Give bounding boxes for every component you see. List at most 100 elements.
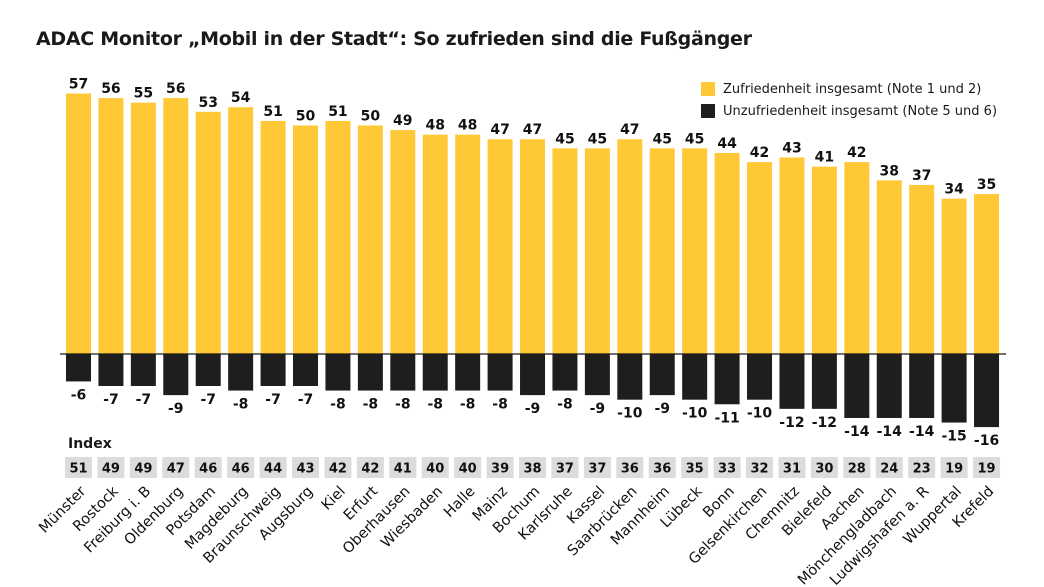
bar-dissatisfaction <box>941 354 967 423</box>
bar-dissatisfaction <box>487 354 513 391</box>
bar-dissatisfaction <box>357 354 383 391</box>
value-label-dissatisfaction: -10 <box>682 406 708 422</box>
index-value: 42 <box>361 462 379 477</box>
bar-satisfaction <box>66 93 91 354</box>
bar-satisfaction <box>390 130 416 354</box>
value-label-dissatisfaction: -8 <box>363 397 379 413</box>
bar-satisfaction <box>552 148 578 354</box>
bar-dissatisfaction <box>98 354 124 386</box>
bar-satisfaction <box>422 134 448 354</box>
value-label-dissatisfaction: -6 <box>71 387 87 403</box>
index-box <box>292 457 320 478</box>
value-label-satisfaction: 42 <box>750 145 769 161</box>
value-label-dissatisfaction: -8 <box>330 397 346 413</box>
index-value: 36 <box>653 462 671 477</box>
bar-dissatisfaction <box>844 354 870 418</box>
bar-satisfaction <box>584 148 610 354</box>
bar-satisfaction <box>714 152 740 354</box>
value-label-dissatisfaction: -8 <box>427 397 443 413</box>
index-value: 51 <box>69 462 87 477</box>
bar-satisfaction <box>357 125 383 354</box>
bar-dissatisfaction <box>163 354 189 396</box>
index-value: 19 <box>977 462 995 477</box>
bar-dissatisfaction <box>682 354 708 400</box>
bar-dissatisfaction <box>876 354 902 418</box>
index-value: 40 <box>459 462 477 477</box>
index-box <box>713 457 741 478</box>
index-value: 40 <box>426 462 444 477</box>
bar-dissatisfaction <box>228 354 254 391</box>
index-value: 41 <box>394 462 412 477</box>
value-label-satisfaction: 47 <box>620 122 639 138</box>
bar-satisfaction <box>747 162 773 354</box>
bar-satisfaction <box>682 148 708 354</box>
bar-satisfaction <box>520 139 546 354</box>
index-box <box>519 457 547 478</box>
bar-satisfaction <box>130 102 156 355</box>
index-box <box>940 457 968 478</box>
bar-dissatisfaction <box>422 354 448 391</box>
bar-dissatisfaction <box>747 354 773 400</box>
index-box <box>583 457 611 478</box>
bar-dissatisfaction <box>779 354 805 409</box>
bar-dissatisfaction <box>649 354 675 396</box>
index-box <box>681 457 709 478</box>
index-box <box>875 457 903 478</box>
bar-dissatisfaction <box>260 354 286 386</box>
index-box <box>259 457 287 478</box>
index-value: 38 <box>523 462 541 477</box>
value-label-dissatisfaction: -7 <box>200 392 216 408</box>
value-label-satisfaction: 38 <box>880 163 899 179</box>
index-value: 49 <box>134 462 152 477</box>
index-box <box>97 457 125 478</box>
bar-dissatisfaction <box>390 354 416 391</box>
value-label-dissatisfaction: -8 <box>460 397 476 413</box>
index-box <box>162 457 190 478</box>
value-label-dissatisfaction: -8 <box>233 397 249 413</box>
value-label-satisfaction: 49 <box>393 113 412 129</box>
value-label-satisfaction: 45 <box>555 131 574 147</box>
bar-satisfaction <box>163 98 189 354</box>
value-label-satisfaction: 45 <box>685 131 704 147</box>
value-label-satisfaction: 47 <box>523 122 542 138</box>
legend-swatch-satisfaction <box>701 82 715 96</box>
value-label-dissatisfaction: -14 <box>844 424 870 440</box>
index-box <box>324 457 352 478</box>
value-label-dissatisfaction: -14 <box>909 424 935 440</box>
index-value: 46 <box>199 462 217 477</box>
bar-dissatisfaction <box>195 354 221 386</box>
bar-dissatisfaction <box>455 354 481 391</box>
index-box <box>843 457 871 478</box>
bar-dissatisfaction <box>552 354 578 391</box>
value-label-satisfaction: 51 <box>328 104 347 120</box>
value-label-dissatisfaction: -12 <box>779 415 804 431</box>
value-label-dissatisfaction: -8 <box>395 397 411 413</box>
value-label-dissatisfaction: -7 <box>265 392 281 408</box>
value-label-dissatisfaction: -7 <box>136 392 152 408</box>
index-box <box>486 457 514 478</box>
value-label-satisfaction: 55 <box>134 86 153 102</box>
legend-label-dissatisfaction: Unzufriedenheit insgesamt (Note 5 und 6) <box>723 103 998 119</box>
bar-satisfaction <box>941 198 967 354</box>
value-label-satisfaction: 48 <box>425 118 444 134</box>
bar-satisfaction <box>909 184 935 354</box>
index-value: 23 <box>913 462 931 477</box>
index-box <box>454 457 482 478</box>
index-value: 24 <box>880 462 898 477</box>
value-label-satisfaction: 48 <box>458 118 477 134</box>
value-label-dissatisfaction: -7 <box>298 392 314 408</box>
value-label-dissatisfaction: -10 <box>747 406 773 422</box>
bar-satisfaction <box>876 180 902 354</box>
bar-satisfaction <box>779 157 805 354</box>
index-box <box>778 457 806 478</box>
bar-dissatisfaction <box>293 354 319 386</box>
value-label-satisfaction: 35 <box>977 177 996 193</box>
index-value: 36 <box>621 462 639 477</box>
bar-dissatisfaction <box>714 354 740 405</box>
index-value: 39 <box>491 462 509 477</box>
bar-satisfaction <box>811 166 837 354</box>
bar-satisfaction <box>293 125 319 354</box>
value-label-dissatisfaction: -14 <box>877 424 903 440</box>
value-label-dissatisfaction: -12 <box>812 415 837 431</box>
bar-dissatisfaction <box>325 354 351 391</box>
